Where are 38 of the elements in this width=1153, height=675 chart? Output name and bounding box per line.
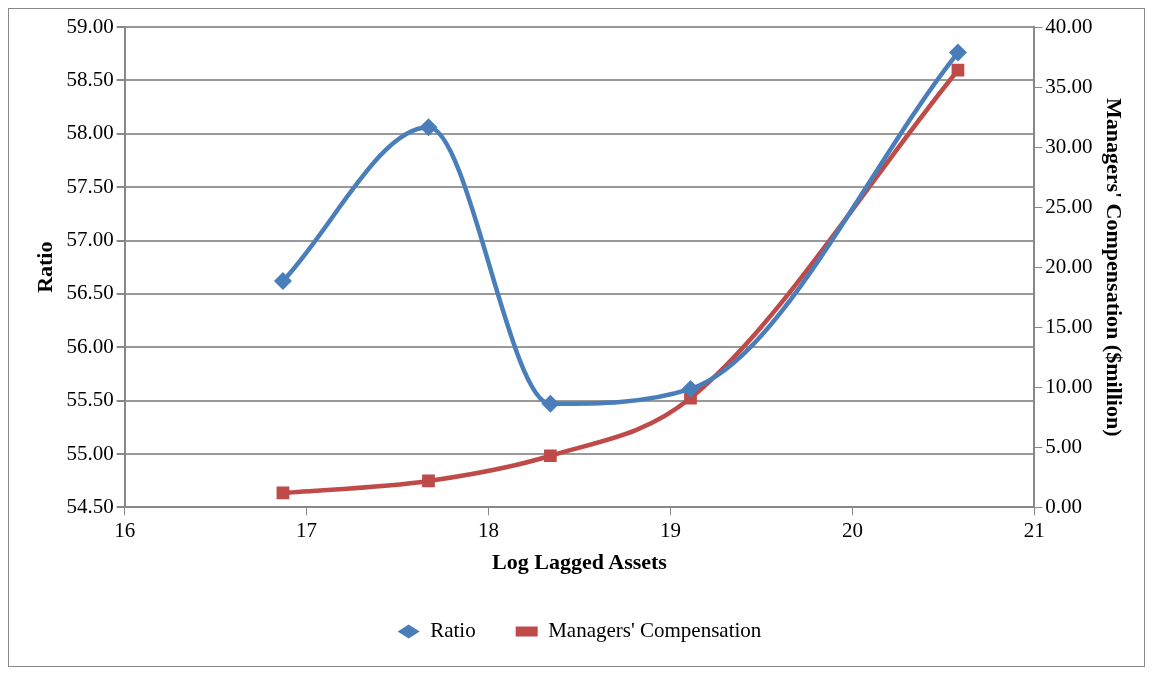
x-axis-title: Log Lagged Assets <box>492 549 668 575</box>
legend-label: Ratio <box>430 618 476 643</box>
y-axis-title: Ratio <box>31 241 57 293</box>
y-tick-label: 57.00 <box>66 227 114 252</box>
y-tick-label: 55.00 <box>66 440 114 465</box>
x-tick-label: 16 <box>114 517 136 542</box>
y2-tick-label: 20.00 <box>1045 253 1093 278</box>
y2-tick-label: 30.00 <box>1045 133 1093 158</box>
point <box>541 394 560 413</box>
point <box>273 272 292 291</box>
y2-tick-label: 15.00 <box>1045 313 1093 338</box>
y-tick-label: 58.50 <box>66 66 114 91</box>
y-tick-label: 56.50 <box>66 280 114 305</box>
y2-tick-label: 5.00 <box>1045 433 1083 458</box>
y-tick-label: 55.50 <box>66 387 114 412</box>
x-tick-label: 21 <box>1023 517 1045 542</box>
x-tick-label: 17 <box>296 517 318 542</box>
y2-tick-label: 35.00 <box>1045 73 1093 98</box>
point <box>681 379 700 398</box>
y2-tick-label: 0.00 <box>1045 493 1083 518</box>
y2-tick-label: 40.00 <box>1045 13 1093 38</box>
y2-tick-label: 10.00 <box>1045 373 1093 398</box>
y-tick-label: 59.00 <box>66 13 114 38</box>
y2-axis-title: Managers' Compensation ($million) <box>1102 97 1128 437</box>
point <box>422 474 435 488</box>
x-tick-label: 20 <box>841 517 863 542</box>
legend-label: Managers' Compensation <box>548 618 762 643</box>
y-tick-label: 56.00 <box>66 333 114 358</box>
point <box>948 43 967 62</box>
point <box>419 118 438 137</box>
x-tick-label: 18 <box>478 517 500 542</box>
y-tick-label: 57.50 <box>66 173 114 198</box>
point <box>544 449 557 463</box>
y-tick-label: 58.00 <box>66 120 114 145</box>
x-tick-label: 19 <box>659 517 681 542</box>
point <box>951 63 965 77</box>
y2-tick-label: 25.00 <box>1045 193 1093 218</box>
y-tick-label: 54.50 <box>66 493 114 518</box>
